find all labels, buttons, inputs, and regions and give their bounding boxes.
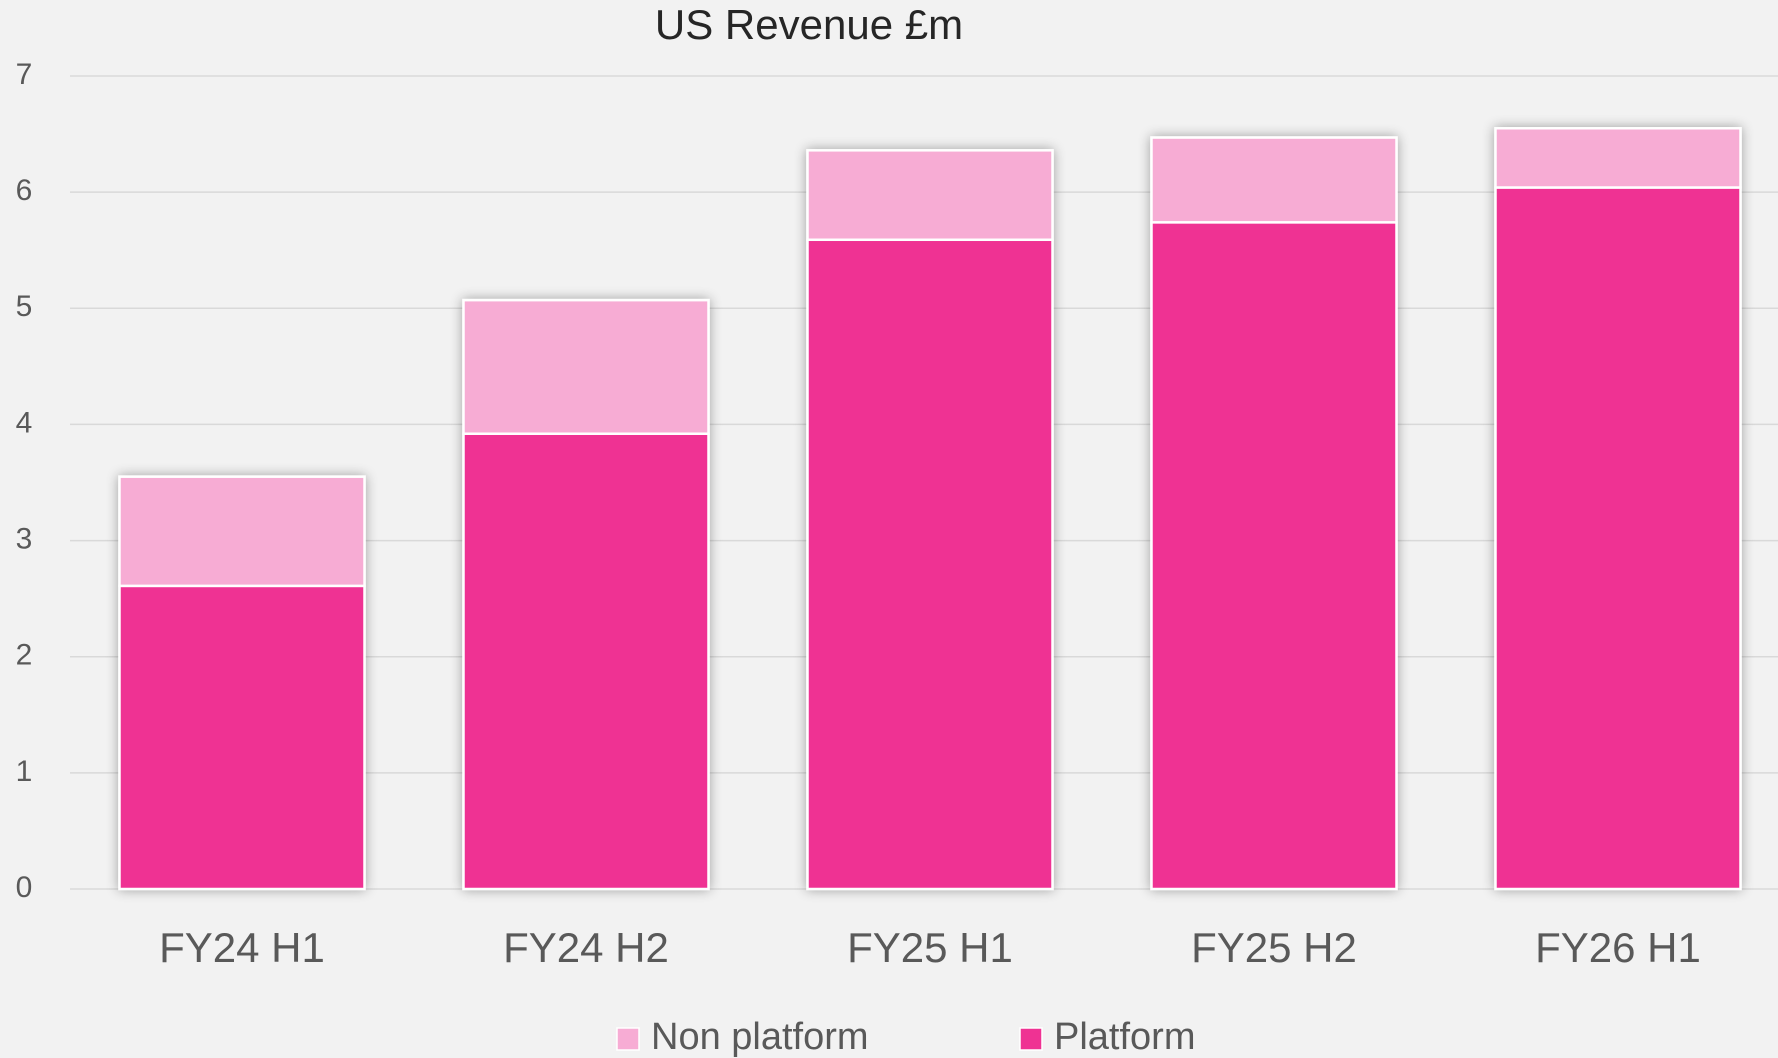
y-tick-label: 5 [16,290,33,323]
y-tick-label: 4 [16,406,33,439]
y-tick-label: 1 [16,755,33,788]
legend-label: Non platform [651,1016,869,1058]
legend-swatch [1019,1027,1043,1051]
bar-segment [1150,221,1398,891]
y-tick-label: 2 [16,639,33,672]
bar-segment [806,238,1054,891]
bar-segment [1494,127,1742,189]
y-tick-label: 7 [16,58,33,91]
y-tick-label: 0 [16,871,33,904]
bar-segment [118,475,366,588]
y-tick-label: 6 [16,174,33,207]
bar-segment [462,432,710,891]
x-tick-label: FY26 H1 [1535,924,1701,971]
x-tick-label: FY25 H1 [847,924,1013,971]
legend-label: Platform [1054,1016,1195,1058]
bar-segment [806,149,1054,242]
legend-swatch [616,1027,640,1051]
bars [118,127,1742,891]
bar-segment [1494,186,1742,891]
bar-segment [118,584,366,891]
bar-segment [462,298,710,435]
x-tick-label: FY25 H2 [1191,924,1357,971]
bar-segment [1150,136,1398,224]
x-tick-label: FY24 H2 [503,924,669,971]
chart-title: US Revenue £m [655,1,963,48]
x-tick-label: FY24 H1 [159,924,325,971]
y-tick-label: 3 [16,522,33,555]
